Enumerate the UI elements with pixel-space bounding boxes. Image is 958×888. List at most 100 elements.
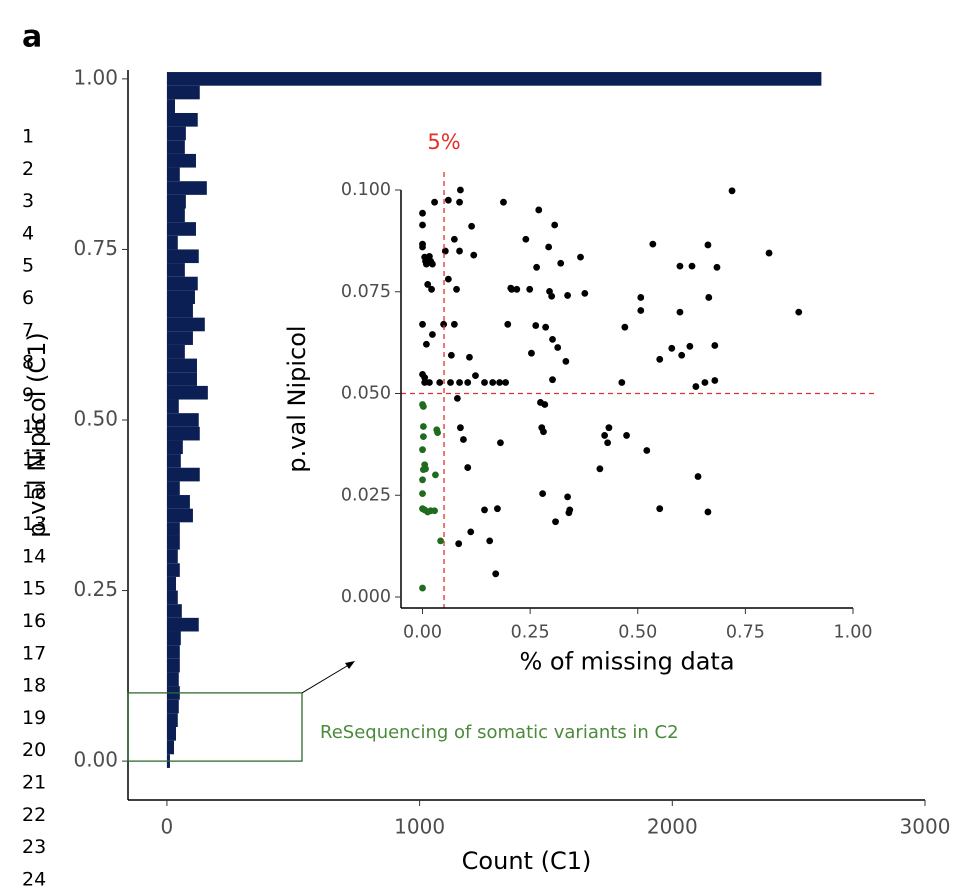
x-tick-label: 1.00: [834, 623, 873, 643]
line-number: 7: [22, 319, 34, 341]
line-number: 4: [22, 222, 34, 244]
y-tick-label: 0.050: [341, 384, 391, 404]
bar: [166, 208, 185, 223]
bar: [166, 454, 181, 468]
point: [701, 379, 709, 386]
point: [656, 505, 664, 513]
y-tick-label: 0.50: [73, 406, 118, 430]
y-tick-label: 0.075: [341, 282, 391, 302]
x-tick-label: 3000: [900, 815, 951, 839]
point: [656, 355, 664, 363]
point: [694, 473, 702, 480]
bar: [166, 549, 178, 564]
point: [432, 471, 439, 479]
point: [426, 379, 433, 386]
point: [643, 447, 651, 454]
point: [456, 198, 463, 206]
x-tick-label: 0.25: [511, 623, 550, 643]
point: [421, 379, 429, 386]
point: [419, 221, 426, 229]
point: [549, 335, 556, 343]
x-tick-label: 0.75: [726, 623, 765, 643]
line-number: 8: [22, 352, 34, 374]
point: [542, 323, 550, 331]
point: [419, 209, 426, 217]
point: [564, 493, 571, 501]
point: [668, 344, 676, 352]
bar: [166, 535, 180, 550]
point: [522, 235, 530, 243]
line-number: 13: [22, 513, 46, 535]
point: [500, 198, 507, 206]
point: [692, 383, 700, 390]
point: [528, 349, 535, 357]
point: [497, 439, 504, 447]
point: [548, 292, 556, 300]
point: [450, 235, 458, 243]
point: [676, 308, 684, 316]
point: [564, 292, 571, 299]
point: [453, 394, 461, 402]
bar: [166, 276, 198, 291]
point: [456, 379, 463, 386]
x-tick-label: 2000: [647, 815, 698, 839]
point: [513, 285, 521, 293]
point: [429, 331, 436, 338]
bar: [166, 344, 185, 359]
bar: [166, 563, 180, 577]
y-tick-label: 0.75: [73, 236, 118, 260]
line-number: 21: [22, 772, 46, 794]
point: [549, 376, 556, 384]
point: [507, 284, 515, 292]
point: [541, 401, 549, 408]
highlight-box: [127, 692, 303, 762]
panel-label: a: [22, 20, 42, 55]
point: [421, 374, 429, 382]
point: [686, 342, 694, 350]
line-number: 10: [22, 416, 46, 438]
point: [444, 196, 452, 204]
bar: [166, 399, 179, 414]
point: [532, 322, 540, 329]
point: [419, 490, 426, 498]
point: [713, 263, 721, 271]
x-axis-title: % of missing data: [519, 647, 734, 675]
line-number: 5: [22, 255, 34, 277]
x-tick-label: 1000: [394, 815, 445, 839]
bar: [166, 372, 197, 386]
y-axis-title: p.val Nipicol (C1): [23, 332, 51, 538]
point: [649, 240, 657, 248]
point: [468, 222, 475, 230]
point: [489, 379, 497, 386]
point: [494, 505, 501, 513]
y-tick-label: 0.100: [341, 180, 391, 200]
bar: [166, 440, 183, 455]
point: [481, 379, 488, 386]
y-tick-label: 0.025: [341, 485, 391, 505]
point: [419, 466, 427, 474]
point: [444, 275, 452, 283]
bar: [166, 290, 195, 305]
line-number: 19: [22, 707, 46, 729]
point: [577, 253, 584, 261]
point: [596, 465, 604, 473]
point: [447, 379, 454, 386]
line-number: 14: [22, 545, 46, 567]
point: [450, 320, 458, 328]
bar: [166, 576, 177, 591]
line-number: 3: [22, 190, 34, 212]
point: [795, 308, 803, 316]
annotation: ReSequencing of somatic variants in C2: [320, 722, 679, 743]
point: [447, 351, 455, 359]
point: [711, 342, 719, 349]
bar: [166, 727, 177, 741]
point: [419, 320, 426, 328]
bar: [166, 631, 181, 646]
bar: [166, 99, 176, 113]
point: [456, 247, 463, 255]
point: [464, 464, 472, 471]
point: [470, 251, 478, 259]
line-number: 20: [22, 739, 46, 761]
point: [566, 506, 574, 514]
